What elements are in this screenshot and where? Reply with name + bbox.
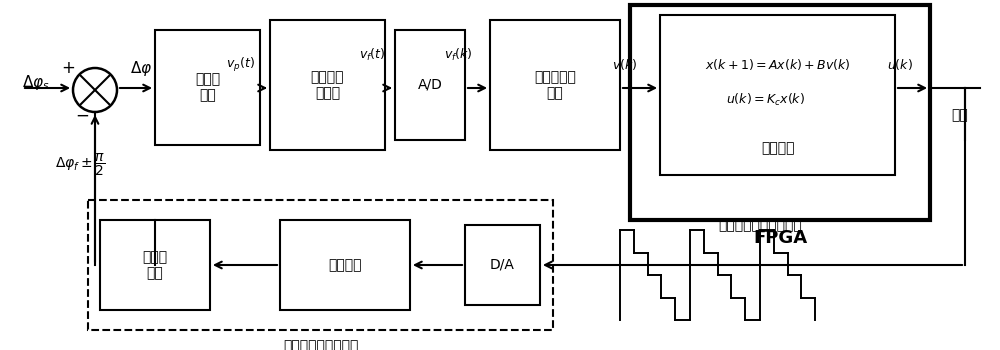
Text: $x(k+1)=Ax(k)+Bv(k)$: $x(k+1)=Ax(k)+Bv(k)$	[705, 57, 851, 72]
Bar	[100, 220, 210, 310]
Text: 相位调
制器: 相位调 制器	[142, 250, 168, 280]
Bar	[660, 15, 895, 175]
Bar	[630, 5, 930, 220]
Text: $v_f(k)$: $v_f(k)$	[444, 47, 472, 63]
Text: $u(k)$: $u(k)$	[887, 57, 913, 72]
Bar	[395, 30, 465, 140]
Text: $v_p(t)$: $v_p(t)$	[226, 56, 254, 74]
Text: 驱动电路: 驱动电路	[328, 258, 362, 272]
Text: $\Delta\varphi_s$: $\Delta\varphi_s$	[22, 72, 50, 91]
Bar	[490, 20, 620, 150]
Text: 控制单元: 控制单元	[761, 141, 795, 155]
Text: $v_f(t)$: $v_f(t)$	[359, 47, 385, 63]
Bar	[270, 20, 385, 150]
Bar	[280, 220, 410, 310]
Text: +: +	[61, 59, 75, 77]
Bar	[465, 225, 540, 305]
Text: A/D: A/D	[418, 78, 442, 92]
Text: 数字低通滤
波器: 数字低通滤 波器	[534, 70, 576, 100]
Text: D/A: D/A	[490, 258, 515, 272]
Text: $-$: $-$	[75, 106, 89, 124]
Text: 光电探
测器: 光电探 测器	[195, 72, 220, 103]
Bar	[88, 200, 553, 330]
Text: FPGA: FPGA	[753, 229, 807, 247]
Text: $u(k)=K_c x(k)$: $u(k)=K_c x(k)$	[726, 92, 804, 108]
Text: 调制及反馈执行单元: 调制及反馈执行单元	[283, 339, 358, 350]
Text: $\Delta\varphi$: $\Delta\varphi$	[130, 58, 152, 77]
Text: 输出: 输出	[952, 108, 968, 122]
Text: $v(k)$: $v(k)$	[612, 57, 638, 72]
Text: 窄带带通
滤波器: 窄带带通 滤波器	[311, 70, 344, 100]
Bar	[155, 30, 260, 145]
Text: 方波调制及阶梯波反馈: 方波调制及阶梯波反馈	[718, 218, 802, 232]
Text: $\Delta\varphi_f \pm \dfrac{\pi}{2}$: $\Delta\varphi_f \pm \dfrac{\pi}{2}$	[55, 152, 105, 178]
